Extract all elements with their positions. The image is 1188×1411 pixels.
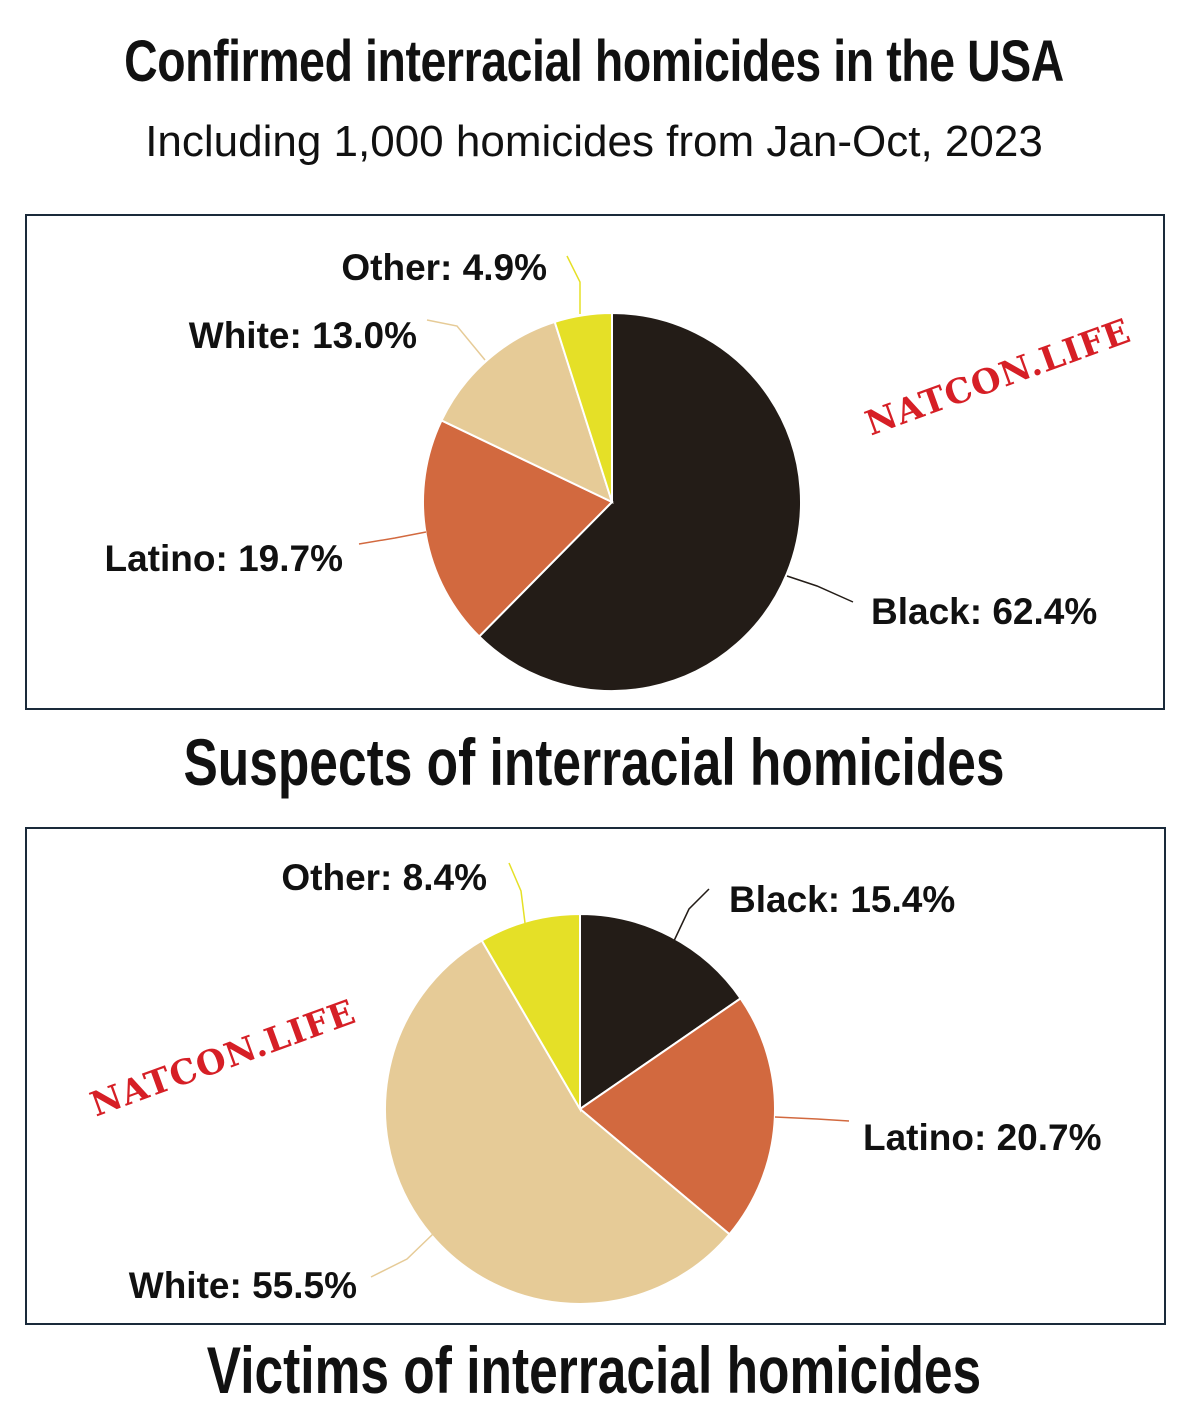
pie-slice-latino: [578, 996, 776, 1236]
slice-label-other: Other: 8.4%: [281, 857, 487, 898]
suspects-pie-chart: Black: 62.4% Latino: 19.7% White: 13.0% Oth…: [105, 247, 1136, 692]
watermark-text: NATCON.LIFE: [85, 992, 361, 1125]
leader-line-white: [426, 319, 486, 361]
slice-label-latino: Latino: 19.7%: [105, 538, 344, 579]
leader-line-other: [566, 255, 581, 314]
pie-slice-other: [480, 912, 581, 1113]
pie-slice-black: [477, 311, 803, 692]
watermark-text: NATCON.LIFE: [860, 311, 1136, 444]
pie-slice-white: [384, 939, 731, 1305]
slice-label-black: Black: 62.4%: [871, 591, 1097, 632]
leader-line-latino: [774, 1116, 850, 1122]
slice-label-white: White: 55.5%: [129, 1265, 357, 1306]
slice-label-other: Other: 4.9%: [341, 247, 547, 288]
page-title: Confirmed interracial homicides in the U…: [124, 29, 1064, 94]
pie-slice-latino: [422, 419, 614, 638]
leader-line-latino: [358, 531, 427, 545]
pie-slice-black: [579, 912, 742, 1111]
slice-label-latino: Latino: 20.7%: [863, 1117, 1102, 1158]
leader-line-black: [786, 575, 854, 603]
victims-chart-caption: Victims of interracial homicides: [206, 1333, 982, 1407]
slice-label-white: White: 13.0%: [189, 315, 417, 356]
pie-slice-white: [440, 320, 614, 504]
leader-line-black: [672, 888, 710, 944]
suspects-chart-caption: Suspects of interracial homicides: [183, 725, 1005, 799]
victims-pie-chart: Black: 15.4% Latino: 20.7% White: 55.5% Oth…: [85, 857, 1102, 1306]
slice-label-black: Black: 15.4%: [729, 879, 955, 920]
suspects-chart-panel: Black: 62.4% Latino: 19.7% White: 13.0% Oth…: [25, 214, 1165, 710]
page-subtitle: Including 1,000 homicides from Jan-Oct, …: [145, 117, 1043, 166]
leader-line-white: [370, 1233, 434, 1278]
leader-line-other: [508, 862, 526, 924]
victims-chart-panel: Black: 15.4% Latino: 20.7% White: 55.5% Oth…: [25, 827, 1166, 1325]
pie-slice-other: [553, 311, 613, 503]
